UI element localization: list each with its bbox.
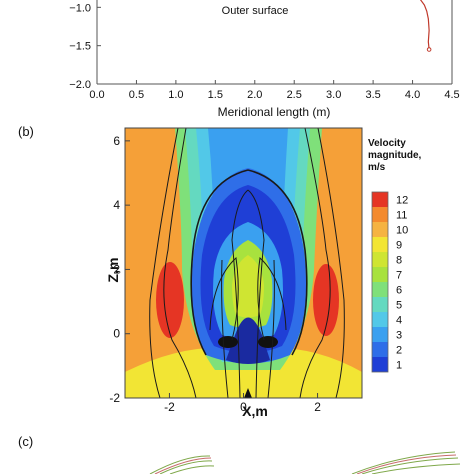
panel-a-x-tick-label: 0.5 <box>129 89 144 101</box>
side-lobe-right <box>313 264 339 336</box>
streamline-inner-2 <box>247 189 265 398</box>
colorbar-level-label: 7 <box>396 270 402 282</box>
panel-a-x-tick-label: 1.5 <box>208 89 223 101</box>
panel-a-x-ticks: 0.0 0.5 1.0 1.5 2.0 2.5 3.0 3.5 4.0 4.5 <box>89 80 460 101</box>
colorbar-swatch <box>372 222 388 237</box>
bubble-band-8 <box>232 255 264 318</box>
panel-c-surface-lines-left-2 <box>154 457 212 474</box>
panel-c-surface-lines-left <box>149 455 215 474</box>
streamline-left-outer <box>163 128 197 398</box>
panel-b-y-tick-label: 4 <box>113 198 120 212</box>
colorbar: Velocity magnitude, m/s 12 11 10 9 8 7 6 5 4 3 2 1 <box>368 138 422 373</box>
colorbar-swatch <box>372 192 388 207</box>
panel-a-x-tick-label: 2.5 <box>287 89 302 101</box>
streamline-inner-4 <box>267 259 275 398</box>
panel-a-y-tick-label: −2.0 <box>69 79 91 91</box>
colorbar-level-label: 12 <box>396 195 408 207</box>
colorbar-swatches: 12 11 10 9 8 7 6 5 4 3 2 1 <box>371 191 408 373</box>
panel-b-y-axis-label: Z,m <box>105 258 121 283</box>
colorbar-level-label: 11 <box>396 210 407 222</box>
panel-a-x-tick-label: 0.0 <box>89 89 104 101</box>
streamline-bubble-outline <box>190 169 308 356</box>
streamlines <box>149 128 345 398</box>
colorbar-swatch <box>372 267 388 282</box>
panel-b-x-ticks: -2 0 2 <box>164 393 321 414</box>
core-node-right <box>258 336 278 348</box>
panel-b-x-tick-label: 2 <box>314 400 321 414</box>
core-region <box>226 317 270 364</box>
panel-a-y-ticks: −1.0 −1.5 −2.0 <box>69 2 101 91</box>
panel-b-y-tick-label: 2 <box>113 262 120 276</box>
panel-b-label: (b) <box>18 124 34 139</box>
colorbar-frame <box>371 191 389 373</box>
colorbar-level-label: 10 <box>396 225 408 237</box>
colorbar-swatch <box>372 252 388 267</box>
colorbar-level-label: 1 <box>396 360 402 372</box>
colorbar-level-label: 4 <box>396 315 402 327</box>
colorbar-level-label: 2 <box>396 345 402 357</box>
colorbar-level-label: 9 <box>396 240 402 252</box>
panel-b-y-ticks: -2 0 2 4 6 <box>109 134 130 405</box>
colorbar-swatch <box>372 207 388 222</box>
streamline-loop-left <box>209 256 239 341</box>
colorbar-swatch <box>372 282 388 297</box>
streamline-far-left <box>149 128 179 398</box>
streamline-inner-3 <box>221 259 229 398</box>
origin-marker <box>244 388 252 398</box>
panel-a-x-tick-label: 4.5 <box>444 89 459 101</box>
colorbar-swatch <box>372 312 388 327</box>
panel-b-x-tick-label: 0 <box>240 400 247 414</box>
panel-b-x-axis-label: X,m <box>242 403 268 419</box>
panel-a-x-tick-label: 4.0 <box>405 89 420 101</box>
colorbar-level-label: 6 <box>396 285 402 297</box>
streamline-inner-1 <box>231 189 249 398</box>
panel-a-series-end-point <box>426 47 432 52</box>
colorbar-swatch <box>372 297 388 312</box>
panel-b-x-tick-label: -2 <box>164 400 175 414</box>
panel-a-x-tick-label: 2.0 <box>247 89 262 101</box>
core-node-left <box>218 336 238 348</box>
colorbar-swatch <box>372 237 388 252</box>
colorbar-swatch <box>372 357 388 372</box>
colorbar-title-line-3: m/s <box>368 162 386 173</box>
colorbar-swatch <box>372 327 388 342</box>
panel-b-y-tick-label: -2 <box>109 391 120 405</box>
panel-c-surface-lines-right-2 <box>356 454 457 474</box>
panel-a-y-tick-label: −1.0 <box>69 2 91 14</box>
side-lobe-left <box>156 262 184 338</box>
panel-a: 0.0 0.5 1.0 1.5 2.0 2.5 3.0 3.5 4.0 4.5 −1.0−1.5−… <box>69 0 460 119</box>
streamline-loop-right <box>257 256 287 341</box>
panel-b-y-tick-label: 6 <box>113 134 120 148</box>
panel-a-series <box>419 0 432 52</box>
panel-a-series-line <box>419 0 430 50</box>
panel-c-preview <box>149 451 461 474</box>
panel-a-annotation: Outer surface <box>222 5 289 17</box>
panel-a-x-tick-label: 3.5 <box>365 89 380 101</box>
colorbar-title-line-2: magnitude, <box>368 150 422 161</box>
panel-a-x-tick-label: 1.0 <box>168 89 183 101</box>
panel-a-x-axis-label: Meridional length (m) <box>218 105 331 119</box>
panel-a-y-tick-label: −1.5 <box>69 41 91 53</box>
streamline-right-outer <box>299 128 331 398</box>
colorbar-level-label: 5 <box>396 300 402 312</box>
colorbar-level-label: 8 <box>396 255 402 267</box>
panel-b-y-tick-label: 0 <box>113 327 120 341</box>
panel-c-surface-lines-right <box>351 451 461 474</box>
colorbar-swatch <box>372 342 388 357</box>
streamline-far-right <box>317 128 345 398</box>
panel-a-x-tick-label: 3.0 <box>326 89 341 101</box>
colorbar-level-label: 3 <box>396 330 402 342</box>
colorbar-title-line-1: Velocity <box>368 138 406 149</box>
panel-b-plot <box>125 128 362 398</box>
panel-c-label: (c) <box>18 434 33 449</box>
